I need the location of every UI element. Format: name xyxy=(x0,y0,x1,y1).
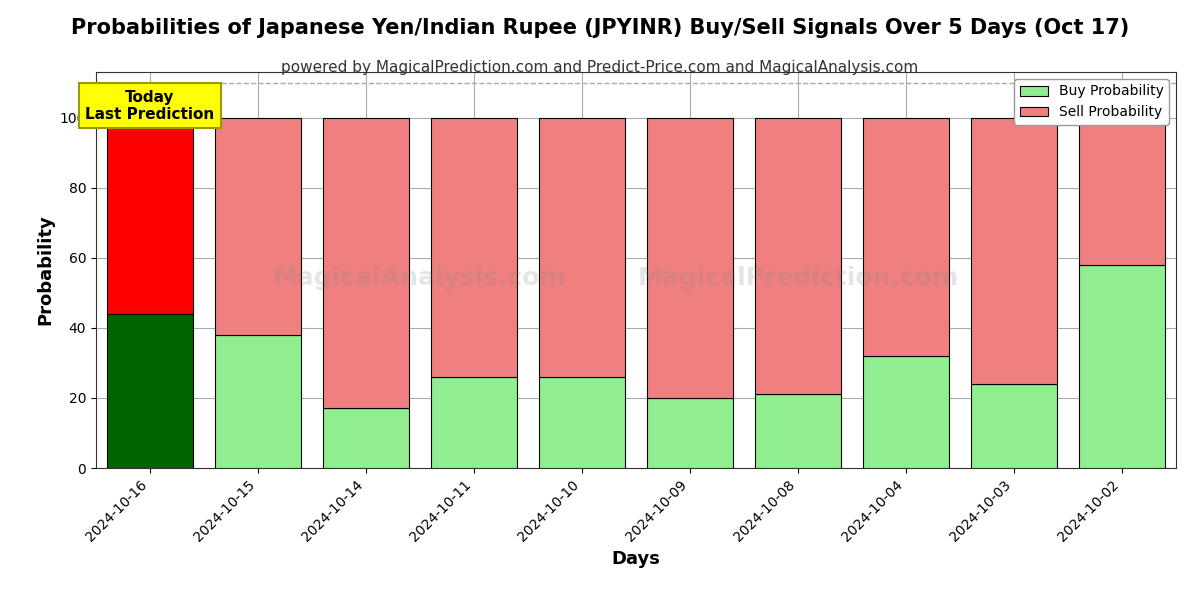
Bar xyxy=(647,118,733,398)
X-axis label: Days: Days xyxy=(612,550,660,568)
Bar xyxy=(1079,118,1165,265)
Bar xyxy=(755,118,841,394)
Bar xyxy=(107,118,193,314)
Bar xyxy=(539,377,625,468)
Bar xyxy=(863,356,949,468)
Bar xyxy=(215,118,301,335)
Text: MagicalAnalysis.com: MagicalAnalysis.com xyxy=(274,266,566,290)
Bar xyxy=(107,314,193,468)
Bar xyxy=(431,377,517,468)
Text: Probabilities of Japanese Yen/Indian Rupee (JPYINR) Buy/Sell Signals Over 5 Days: Probabilities of Japanese Yen/Indian Rup… xyxy=(71,18,1129,38)
Text: powered by MagicalPrediction.com and Predict-Price.com and MagicalAnalysis.com: powered by MagicalPrediction.com and Pre… xyxy=(281,60,919,75)
Bar xyxy=(647,398,733,468)
Bar xyxy=(971,118,1057,384)
Bar xyxy=(323,409,409,468)
Y-axis label: Probability: Probability xyxy=(36,215,54,325)
Text: Today
Last Prediction: Today Last Prediction xyxy=(85,89,215,122)
Bar xyxy=(539,118,625,377)
Text: MagicalPrediction.com: MagicalPrediction.com xyxy=(637,266,959,290)
Bar xyxy=(215,335,301,468)
Legend: Buy Probability, Sell Probability: Buy Probability, Sell Probability xyxy=(1014,79,1169,125)
Bar xyxy=(971,384,1057,468)
Bar xyxy=(1079,265,1165,468)
Bar xyxy=(755,394,841,468)
Bar xyxy=(863,118,949,356)
Bar xyxy=(323,118,409,409)
Bar xyxy=(431,118,517,377)
